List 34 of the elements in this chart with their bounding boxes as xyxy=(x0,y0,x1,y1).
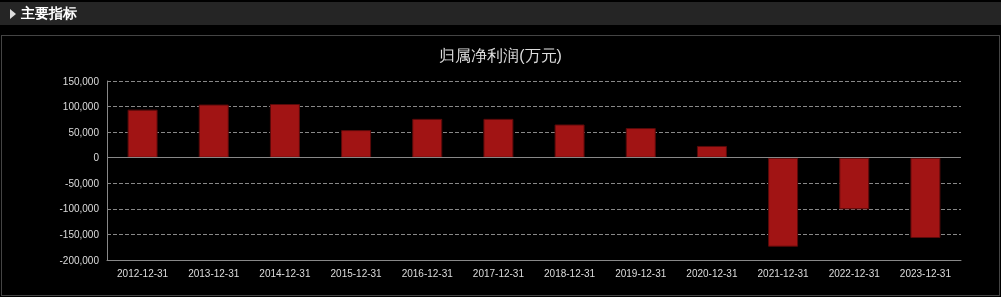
y-tick-label: 100,000 xyxy=(62,101,100,113)
x-tick-label: 2012-12-31 xyxy=(117,267,169,279)
x-tick-label: 2014-12-31 xyxy=(259,267,311,279)
chart-title: 归属净利润(万元) xyxy=(439,46,562,64)
bar xyxy=(412,118,443,158)
bar xyxy=(625,128,656,158)
x-tick-label: 2021-12-31 xyxy=(757,267,810,279)
x-tick-label: 2023-12-31 xyxy=(899,267,952,279)
bar xyxy=(910,157,941,239)
bar xyxy=(127,109,158,158)
x-tick-label: 2017-12-31 xyxy=(472,267,525,279)
bar xyxy=(483,118,514,158)
x-tick-label: 2022-12-31 xyxy=(828,267,881,279)
y-tick-label: 50,000 xyxy=(68,126,100,138)
x-tick-label: 2018-12-31 xyxy=(544,267,596,279)
x-tick-label: 2020-12-31 xyxy=(686,267,738,279)
bar xyxy=(341,130,372,158)
text: 主要指标 xyxy=(21,4,77,23)
x-tick-label: 2013-12-31 xyxy=(188,267,240,279)
x-tick-label: 2015-12-31 xyxy=(330,267,383,279)
bar xyxy=(269,104,300,158)
y-tick-label: -150,000 xyxy=(59,228,100,240)
bar xyxy=(554,124,585,158)
x-tick-label: 2016-12-31 xyxy=(401,267,454,279)
y-tick-label: 150,000 xyxy=(62,75,100,87)
bar xyxy=(768,157,799,247)
y-tick-label: 0 xyxy=(93,152,100,164)
bar xyxy=(198,104,229,158)
y-tick-label: -100,000 xyxy=(59,203,100,215)
x-tick-label: 2019-12-31 xyxy=(615,267,667,279)
y-tick-label: -50,000 xyxy=(65,177,100,189)
y-tick-label: -200,000 xyxy=(59,254,100,266)
bar xyxy=(696,145,727,158)
bar xyxy=(839,157,870,210)
